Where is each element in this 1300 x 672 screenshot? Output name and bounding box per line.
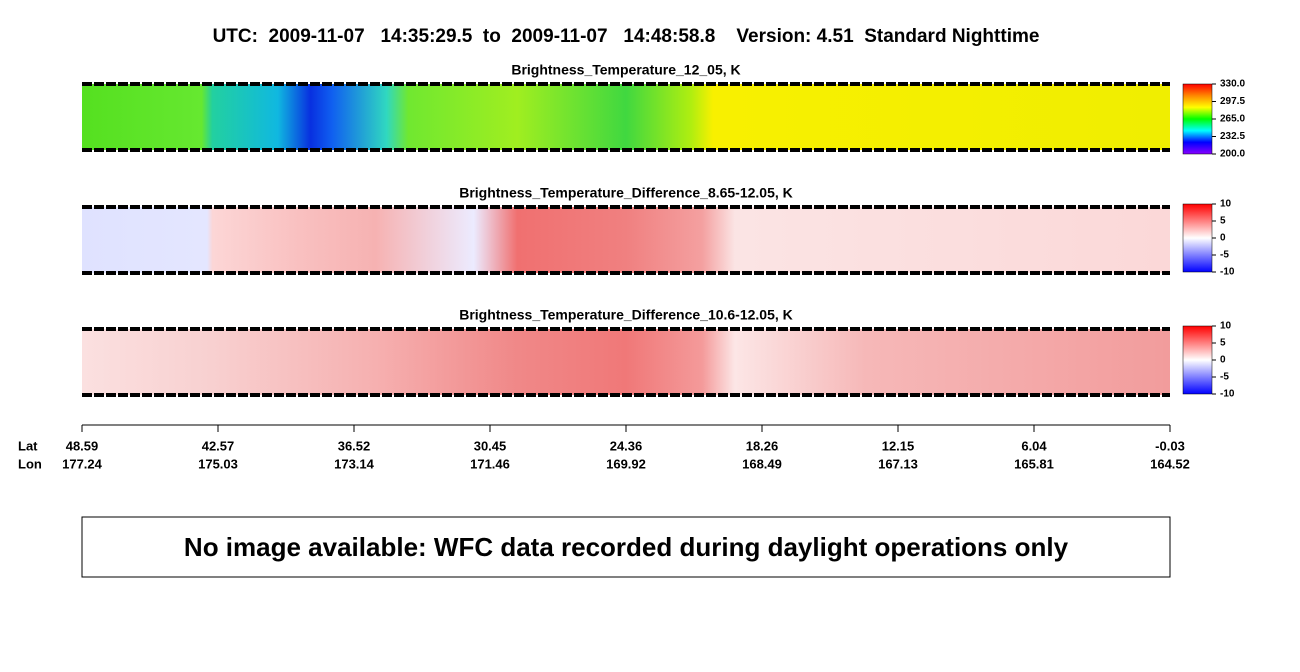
lon-label: Lon: [18, 456, 42, 471]
lat-tick-label: 24.36: [610, 438, 643, 453]
panel-title: Brightness_Temperature_Difference_10.6-1…: [459, 307, 793, 323]
lon-tick-label: 169.92: [606, 456, 646, 471]
colorbar-tick-label: 0: [1220, 233, 1226, 244]
colorbar-tick-label: 10: [1220, 199, 1232, 210]
lon-tick-label: 165.81: [1014, 456, 1054, 471]
colorbar-tick-label: 232.5: [1220, 131, 1245, 142]
panel-title: Brightness_Temperature_Difference_8.65-1…: [459, 185, 793, 201]
notice: No image available: WFC data recorded du…: [184, 532, 1069, 562]
heatmap-image: [82, 329, 1170, 395]
colorbar-tick-label: -5: [1220, 250, 1229, 261]
lat-tick-label: 42.57: [202, 438, 235, 453]
colorbar-tick-label: 5: [1220, 216, 1226, 227]
lon-tick-label: 173.14: [334, 456, 375, 471]
colorbar-tick-label: -10: [1220, 267, 1235, 278]
lat-tick-label: 48.59: [66, 438, 99, 453]
lon-tick-label: 164.52: [1150, 456, 1190, 471]
lat-tick-label: -0.03: [1155, 438, 1185, 453]
lat-tick-label: 12.15: [882, 438, 915, 453]
colorbar-tick-label: 297.5: [1220, 96, 1245, 107]
lon-tick-label: 177.24: [62, 456, 103, 471]
colorbar-tick-label: 265.0: [1220, 114, 1245, 125]
title: UTC: 2009-11-07 14:35:29.5 to 2009-11-07…: [213, 26, 1040, 47]
colorbar-tick-label: -10: [1220, 389, 1235, 400]
colorbar: [1182, 325, 1213, 395]
lat-tick-label: 6.04: [1021, 438, 1047, 453]
lon-tick-label: 168.49: [742, 456, 782, 471]
lat-tick-label: 18.26: [746, 438, 779, 453]
colorbar: [1182, 83, 1213, 155]
lat-tick-label: 36.52: [338, 438, 371, 453]
lon-tick-label: 167.13: [878, 456, 918, 471]
panels: Brightness_Temperature_12_05, K 330.0 297.…: [82, 62, 1245, 400]
heatmap-image: [82, 84, 1170, 150]
heatmap-image: [82, 207, 1170, 273]
colorbar: [1182, 203, 1213, 273]
colorbar-tick-label: 10: [1220, 321, 1232, 332]
colorbar-tick-label: 330.0: [1220, 79, 1245, 90]
panel-title: Brightness_Temperature_12_05, K: [511, 62, 740, 78]
notice-box: [81, 516, 1171, 578]
lon-tick-label: 175.03: [198, 456, 238, 471]
lon-tick-label: 171.46: [470, 456, 510, 471]
colorbar-tick-label: 200.0: [1220, 149, 1245, 160]
colorbar-tick-label: 5: [1220, 338, 1226, 349]
lat-label: Lat: [18, 438, 38, 453]
lat-lon-axis: Lat Lon 48.59 177.24 42.57 175.03 36.52 173.1…: [18, 424, 1190, 471]
colorbar-tick-label: -5: [1220, 372, 1229, 383]
colorbar-tick-label: 0: [1220, 355, 1226, 366]
lat-tick-label: 30.45: [474, 438, 507, 453]
